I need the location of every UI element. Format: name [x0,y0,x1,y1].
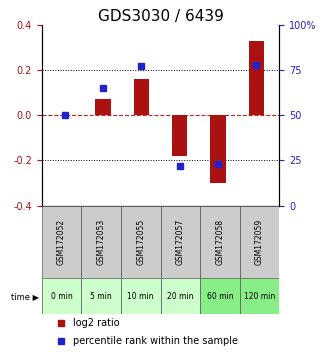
Text: GSM172057: GSM172057 [176,219,185,265]
Title: GDS3030 / 6439: GDS3030 / 6439 [98,8,223,24]
Text: percentile rank within the sample: percentile rank within the sample [73,336,238,347]
Bar [210,115,226,183]
FancyBboxPatch shape [240,278,279,314]
FancyBboxPatch shape [200,206,240,278]
Text: GSM172055: GSM172055 [136,219,145,265]
Text: 60 min: 60 min [207,292,233,301]
FancyBboxPatch shape [81,278,121,314]
Text: GSM172059: GSM172059 [255,219,264,265]
Text: 5 min: 5 min [90,292,112,301]
FancyBboxPatch shape [81,206,121,278]
FancyBboxPatch shape [160,278,200,314]
Text: GSM172058: GSM172058 [215,219,224,265]
Bar [249,41,264,115]
Bar [95,99,111,115]
Text: log2 ratio: log2 ratio [73,318,119,328]
Text: time ▶: time ▶ [11,292,39,301]
FancyBboxPatch shape [42,206,81,278]
FancyBboxPatch shape [240,206,279,278]
Text: 0 min: 0 min [51,292,73,301]
Text: GSM172053: GSM172053 [97,219,106,265]
Text: 10 min: 10 min [127,292,154,301]
FancyBboxPatch shape [200,278,240,314]
FancyBboxPatch shape [160,206,200,278]
FancyBboxPatch shape [121,206,160,278]
FancyBboxPatch shape [121,278,160,314]
Bar [134,79,149,115]
Text: GSM172052: GSM172052 [57,219,66,265]
Bar [172,115,187,156]
Text: 20 min: 20 min [167,292,194,301]
FancyBboxPatch shape [42,278,81,314]
Text: 120 min: 120 min [244,292,275,301]
